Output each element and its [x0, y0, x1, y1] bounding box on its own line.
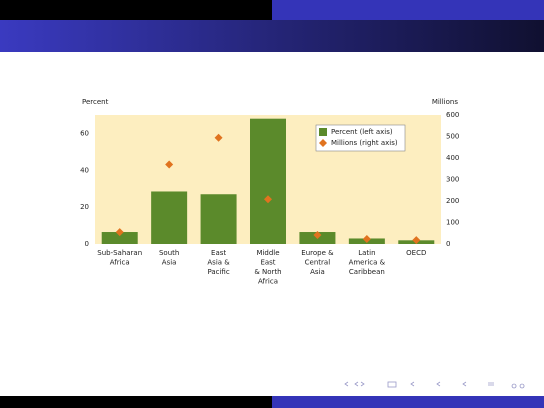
diamond-marker: [165, 160, 174, 169]
legend-marker: [319, 128, 327, 136]
diamond-marker: [214, 133, 223, 142]
y2-tick-label: 0: [446, 240, 450, 248]
x-tick-label: Middle: [256, 249, 279, 257]
x-tick-label: Africa: [110, 259, 130, 267]
x-tick-label: Central: [305, 259, 331, 267]
bar: [200, 194, 237, 244]
footer-bar: [272, 396, 544, 408]
x-tick-label: Europe &: [301, 249, 334, 257]
diamond-marker: [412, 236, 421, 245]
title-band: [0, 20, 544, 52]
header-bar: [272, 0, 544, 20]
y2-tick-label: 200: [446, 197, 459, 205]
nav-symbols[interactable]: [344, 381, 525, 389]
bar: [101, 232, 138, 244]
x-tick-label: Latin: [358, 249, 375, 257]
legend-box: [315, 124, 406, 152]
bar: [151, 191, 188, 244]
y2-axis-label: Millions: [432, 98, 459, 106]
diamond-marker: [115, 228, 124, 237]
chart: Percent Millions 02040600100200300400500…: [80, 98, 459, 286]
x-tick-label: Pacific: [207, 268, 229, 276]
x-tick-label: East: [260, 259, 275, 267]
y-tick-label: 20: [80, 203, 89, 211]
footer-bar: [0, 396, 272, 408]
x-tick-label: Asia &: [207, 259, 230, 267]
legend-label: Percent (left axis): [331, 128, 393, 136]
diamond-marker: [264, 195, 272, 204]
y-tick-label: 40: [80, 166, 89, 174]
y2-tick-label: 600: [446, 111, 459, 119]
x-tick-label: Africa: [258, 278, 278, 286]
y2-tick-label: 300: [446, 176, 459, 184]
x-tick-label: Asia: [310, 268, 325, 276]
x-tick-label: South: [159, 249, 179, 257]
x-tick-label: & North: [254, 268, 281, 276]
diamond-marker: [362, 235, 371, 244]
x-tick-label: East: [211, 249, 226, 257]
legend-label: Millions (right axis): [331, 139, 398, 147]
x-tick-label: Asia: [162, 259, 177, 267]
x-tick-label: OECD: [406, 249, 426, 257]
y-tick-label: 60: [80, 129, 89, 137]
y2-tick-label: 100: [446, 219, 459, 227]
y-tick-label: 0: [85, 240, 89, 248]
legend-marker: [319, 139, 327, 147]
y-axis-label: Percent: [82, 98, 109, 106]
x-tick-label: America &: [349, 259, 386, 267]
y2-tick-label: 500: [446, 133, 459, 141]
x-tick-label: Caribbean: [349, 268, 385, 276]
diamond-marker: [313, 230, 322, 239]
x-tick-label: Sub-Saharan: [97, 249, 142, 257]
header-bar: [0, 0, 272, 20]
y2-tick-label: 400: [446, 154, 459, 162]
bar: [250, 118, 286, 244]
